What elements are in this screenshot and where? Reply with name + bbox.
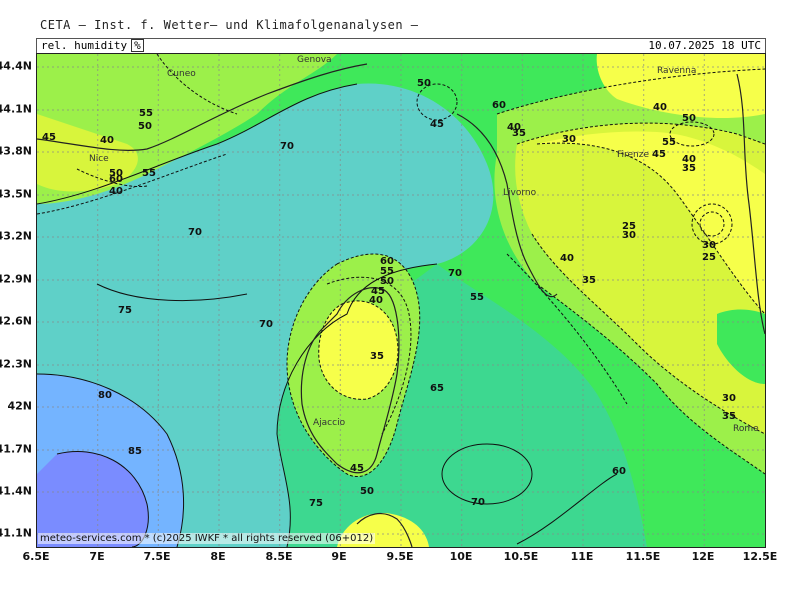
contour-label: 40 <box>109 186 123 197</box>
contour-label: 40 <box>100 135 114 146</box>
contour-label: 70 <box>471 497 485 508</box>
lat-label: 42N <box>7 399 32 413</box>
contour-label: 40 <box>682 154 696 165</box>
contour-label: 85 <box>128 446 142 457</box>
contour-label: 50 <box>109 168 123 179</box>
city-label: Nice <box>89 154 109 164</box>
lon-label: 10.5E <box>503 550 539 563</box>
field-zone-25-north-east <box>596 54 765 119</box>
lat-label: 44.4N <box>0 59 32 73</box>
contour-label: 45 <box>350 463 364 474</box>
contour-label: 30 <box>702 240 716 251</box>
contour-label: 50 <box>360 486 374 497</box>
contour-label: 40 <box>560 253 574 264</box>
contour-label: 70 <box>259 319 273 330</box>
contour-label: 55 <box>470 292 484 303</box>
contour-label: 70 <box>280 141 294 152</box>
unit-box: % <box>131 39 144 52</box>
contour-lines <box>37 54 765 547</box>
contour-label: 30 <box>722 393 736 404</box>
field-zone-35-corsica <box>318 300 398 400</box>
lat-label: 43.5N <box>0 187 32 201</box>
contour-label: 25 <box>702 252 716 263</box>
contour-label: 55 <box>139 108 153 119</box>
contour-label: 25 <box>622 221 636 232</box>
map-subheader: rel. humidity% 10.07.2025 18 UTC <box>36 38 766 54</box>
lon-label: 7.5E <box>143 550 171 563</box>
city-label-group: Cuneo Genova Ravenna Nice Firenze Livorn… <box>89 55 759 434</box>
contour-label: 45 <box>430 119 444 130</box>
city-label: Ravenna <box>657 66 696 76</box>
lon-label: 11E <box>570 550 594 563</box>
lon-label: 7E <box>89 550 105 563</box>
city-label: Firenze <box>617 150 649 160</box>
map-title: CETA — Inst. f. Wetter— und Klimafolgena… <box>40 18 419 32</box>
contour-label: 35 <box>370 351 384 362</box>
variable-label: rel. humidity% <box>41 39 144 52</box>
contour-label: 75 <box>118 305 132 316</box>
contour-label: 70 <box>448 268 462 279</box>
lon-label: 12.5E <box>742 550 778 563</box>
contour-label: 65 <box>430 383 444 394</box>
field-zone-85 <box>37 451 149 547</box>
city-label: Genova <box>297 55 332 65</box>
contour-label: 40 <box>507 122 521 133</box>
contour-label: 40 <box>653 102 667 113</box>
contour-label: 35 <box>512 128 526 139</box>
lat-label: 43.2N <box>0 229 32 243</box>
field-zone-25-east <box>537 131 765 314</box>
city-label: Rome <box>733 424 759 434</box>
lon-label: 10E <box>449 550 473 563</box>
contour-label: 60 <box>380 256 394 267</box>
lon-label: 6.5E <box>22 550 50 563</box>
contour-label-group: 45 40 55 50 70 60 45 35 30 40 50 55 45 4… <box>42 78 736 509</box>
contour-label: 60 <box>492 100 506 111</box>
contour-label: 40 <box>369 295 383 306</box>
lat-label: 43.8N <box>0 144 32 158</box>
lat-label: 41.4N <box>0 484 32 498</box>
contour-label: 80 <box>98 390 112 401</box>
lat-label: 42.3N <box>0 357 32 371</box>
lat-label: 41.1N <box>0 526 32 540</box>
lat-label: 44.1N <box>0 102 32 116</box>
lat-label: 42.9N <box>0 272 32 286</box>
coastline <box>37 63 765 547</box>
lon-label: 9.5E <box>386 550 414 563</box>
humidity-map: 45 40 55 50 70 60 45 35 30 40 50 55 45 4… <box>36 53 766 548</box>
copyright-credit: meteo-services.com * (c)2025 IWKF * all … <box>38 533 376 544</box>
contour-label: 55 <box>380 266 394 277</box>
contour-label: 50 <box>417 78 431 89</box>
lon-label: 8.5E <box>265 550 293 563</box>
lon-label: 8E <box>210 550 226 563</box>
valid-time: 10.07.2025 18 UTC <box>648 39 761 52</box>
lon-label: 9E <box>331 550 347 563</box>
contour-label: 30 <box>622 230 636 241</box>
contour-label: 55 <box>142 168 156 179</box>
lat-lon-grid <box>37 54 765 547</box>
humidity-field-svg: 45 40 55 50 70 60 45 35 30 40 50 55 45 4… <box>37 54 765 547</box>
contour-label: 50 <box>682 113 696 124</box>
contour-label: 70 <box>188 227 202 238</box>
contour-label: 35 <box>722 411 736 422</box>
contour-label: 55 <box>662 137 676 148</box>
contour-label: 35 <box>682 163 696 174</box>
contour-label: 60 <box>612 466 626 477</box>
lon-label: 12E <box>691 550 715 563</box>
contour-label: 45 <box>42 132 56 143</box>
field-zone-40-nice <box>37 114 138 192</box>
contour-label: 30 <box>562 134 576 145</box>
city-label: Ajaccio <box>313 418 346 428</box>
lat-label: 42.6N <box>0 314 32 328</box>
contour-label: 45 <box>371 286 385 297</box>
contour-label: 60 <box>109 174 123 185</box>
contour-label: 35 <box>582 275 596 286</box>
city-label: Livorno <box>503 188 537 198</box>
city-label: Cuneo <box>167 69 196 79</box>
lat-label: 41.7N <box>0 442 32 456</box>
contour-label: 75 <box>309 498 323 509</box>
contour-label: 50 <box>138 121 152 132</box>
lon-label: 11.5E <box>625 550 661 563</box>
contour-label: 50 <box>380 276 394 287</box>
contour-label: 45 <box>652 149 666 160</box>
